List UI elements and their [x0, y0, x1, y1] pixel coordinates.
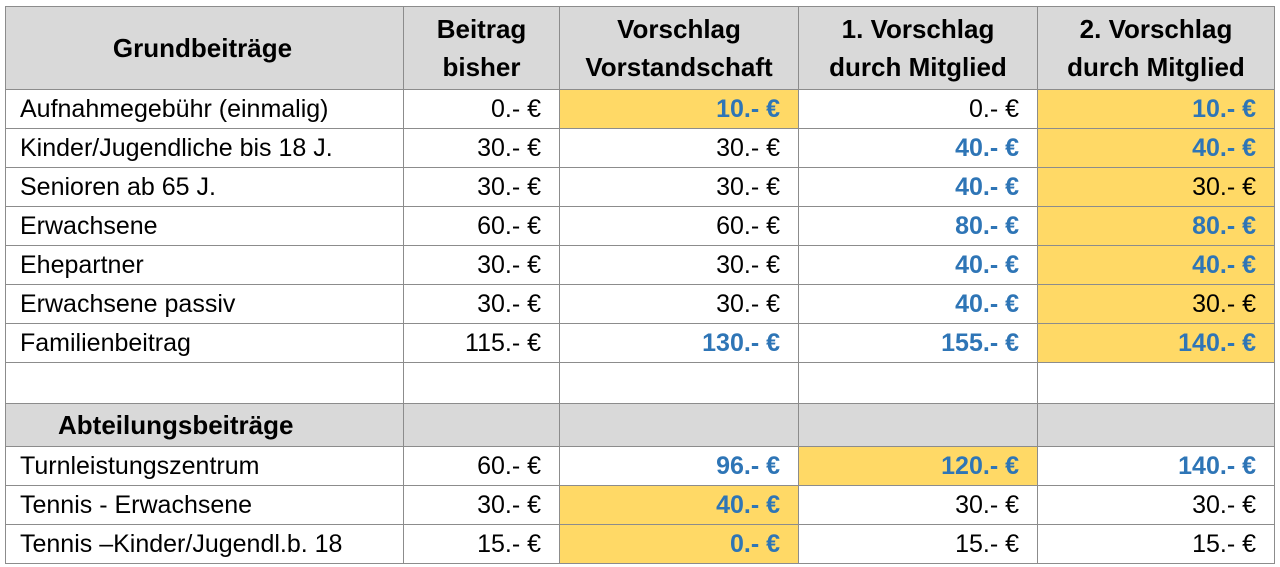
empty-cell [798, 362, 1038, 404]
cell-vorschlag-2: 10.- € [1037, 89, 1275, 129]
cell-vorschlag-1: 30.- € [798, 485, 1038, 525]
table-row: Familienbeitrag 115.- € 130.- € 155.- € … [5, 323, 1275, 363]
table-row: Tennis - Erwachsene 30.- € 40.- € 30.- €… [5, 485, 1275, 525]
empty-cell [403, 403, 560, 447]
section-title: Abteilungsbeiträge [5, 403, 404, 447]
row-label: Kinder/Jugendliche bis 18 J. [5, 128, 404, 168]
spacer-row [5, 362, 1275, 404]
cell-vorstand: 60.- € [559, 206, 799, 246]
cell-vorstand: 0.- € [559, 524, 799, 564]
header-row: Grundbeiträge Beitrag bisher Vorschlag Vor… [5, 6, 1275, 90]
empty-cell [1037, 403, 1275, 447]
cell-vorschlag-2: 140.- € [1037, 323, 1275, 363]
cell-bisher: 0.- € [403, 89, 560, 129]
cell-vorschlag-2: 80.- € [1037, 206, 1275, 246]
row-label: Familienbeitrag [5, 323, 404, 363]
table-row: Senioren ab 65 J. 30.- € 30.- € 40.- € 3… [5, 167, 1275, 207]
section-header-row: Abteilungsbeiträge [5, 403, 1275, 447]
cell-bisher: 60.- € [403, 446, 560, 486]
row-label: Aufnahmegebühr (einmalig) [5, 89, 404, 129]
cell-vorschlag-1: 40.- € [798, 245, 1038, 285]
cell-vorschlag-1: 155.- € [798, 323, 1038, 363]
cell-vorstand: 30.- € [559, 245, 799, 285]
cell-bisher: 30.- € [403, 167, 560, 207]
empty-cell [1037, 362, 1275, 404]
cell-vorschlag-1: 40.- € [798, 128, 1038, 168]
cell-bisher: 60.- € [403, 206, 560, 246]
cell-vorschlag-2: 40.- € [1037, 245, 1275, 285]
cell-vorschlag-1: 0.- € [798, 89, 1038, 129]
cell-vorschlag-2: 140.- € [1037, 446, 1275, 486]
empty-cell [559, 403, 799, 447]
table-row: Kinder/Jugendliche bis 18 J. 30.- € 30.-… [5, 128, 1275, 168]
cell-vorschlag-2: 15.- € [1037, 524, 1275, 564]
header-vorschlag-1: 1. Vorschlag durch Mitglied [798, 6, 1038, 90]
header-vorschlag-2: 2. Vorschlag durch Mitglied [1037, 6, 1275, 90]
cell-vorstand: 30.- € [559, 284, 799, 324]
table-row: Ehepartner 30.- € 30.- € 40.- € 40.- € [5, 245, 1275, 285]
cell-vorstand: 30.- € [559, 167, 799, 207]
cell-vorschlag-1: 80.- € [798, 206, 1038, 246]
cell-vorstand: 10.- € [559, 89, 799, 129]
header-title: Grundbeiträge [5, 6, 404, 90]
cell-bisher: 115.- € [403, 323, 560, 363]
cell-vorschlag-1: 40.- € [798, 167, 1038, 207]
cell-vorschlag-1: 120.- € [798, 446, 1038, 486]
table-row: Erwachsene passiv 30.- € 30.- € 40.- € 3… [5, 284, 1275, 324]
cell-vorschlag-1: 40.- € [798, 284, 1038, 324]
cell-vorschlag-1: 15.- € [798, 524, 1038, 564]
header-bisher: Beitrag bisher [403, 6, 560, 90]
empty-cell [403, 362, 560, 404]
empty-cell [798, 403, 1038, 447]
row-label: Tennis –Kinder/Jugendl.b. 18 [5, 524, 404, 564]
header-vorstand: Vorschlag Vorstandschaft [559, 6, 799, 90]
cell-vorschlag-2: 30.- € [1037, 167, 1275, 207]
table-row: Tennis –Kinder/Jugendl.b. 18 15.- € 0.- … [5, 524, 1275, 564]
cell-vorstand: 96.- € [559, 446, 799, 486]
cell-bisher: 30.- € [403, 284, 560, 324]
cell-vorschlag-2: 30.- € [1037, 284, 1275, 324]
cell-vorschlag-2: 30.- € [1037, 485, 1275, 525]
cell-bisher: 30.- € [403, 485, 560, 525]
cell-bisher: 15.- € [403, 524, 560, 564]
row-label: Turnleistungszentrum [5, 446, 404, 486]
cell-vorstand: 40.- € [559, 485, 799, 525]
row-label: Erwachsene [5, 206, 404, 246]
row-label: Erwachsene passiv [5, 284, 404, 324]
table-row: Erwachsene 60.- € 60.- € 80.- € 80.- € [5, 206, 1275, 246]
cell-vorschlag-2: 40.- € [1037, 128, 1275, 168]
empty-cell [5, 362, 404, 404]
row-label: Tennis - Erwachsene [5, 485, 404, 525]
cell-bisher: 30.- € [403, 245, 560, 285]
table-row: Aufnahmegebühr (einmalig) 0.- € 10.- € 0… [5, 89, 1275, 129]
row-label: Ehepartner [5, 245, 404, 285]
cell-bisher: 30.- € [403, 128, 560, 168]
row-label: Senioren ab 65 J. [5, 167, 404, 207]
cell-vorstand: 130.- € [559, 323, 799, 363]
table-row: Turnleistungszentrum 60.- € 96.- € 120.-… [5, 446, 1275, 486]
empty-cell [559, 362, 799, 404]
beitrag-table: Grundbeiträge Beitrag bisher Vorschlag Vor… [5, 6, 1275, 564]
cell-vorstand: 30.- € [559, 128, 799, 168]
